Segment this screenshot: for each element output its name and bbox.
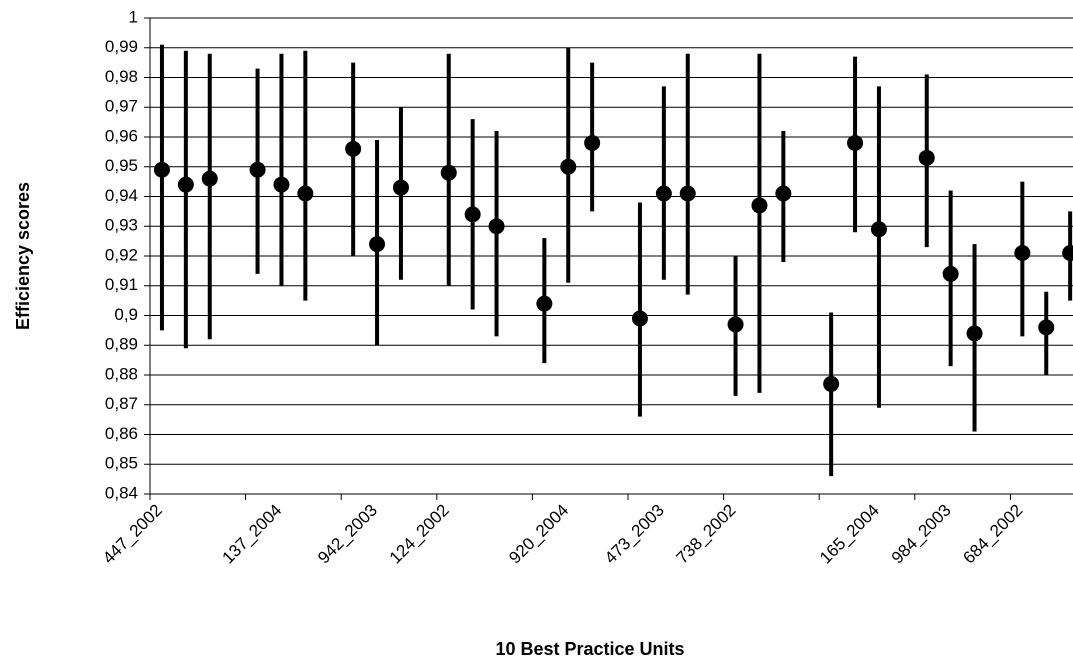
point <box>273 176 290 193</box>
y-tick-label: 0,97 <box>105 97 138 116</box>
point <box>440 164 457 181</box>
y-tick-label: 0,89 <box>105 335 138 354</box>
point <box>966 325 983 342</box>
point <box>488 218 505 235</box>
y-tick-label: 0,95 <box>105 156 138 175</box>
point <box>249 161 266 178</box>
point <box>727 316 744 333</box>
point <box>369 236 386 253</box>
point <box>751 197 768 214</box>
point <box>153 161 170 178</box>
point <box>942 265 959 282</box>
x-tick-label: 942_2003 <box>314 501 381 568</box>
y-tick-label: 1 <box>129 7 138 26</box>
y-tick-label: 0,92 <box>105 245 138 264</box>
x-tick-label: 124_2002 <box>386 501 453 568</box>
point <box>536 295 553 312</box>
x-tick-label: 137_2004 <box>219 501 286 568</box>
point <box>823 375 840 392</box>
y-tick-label: 0,91 <box>105 275 138 294</box>
point <box>870 221 887 238</box>
point <box>679 185 696 202</box>
y-axis-title: Efficiency scores <box>13 182 33 330</box>
point <box>1014 245 1031 262</box>
point <box>918 149 935 166</box>
x-tick-label: 684_2002 <box>959 501 1026 568</box>
point <box>345 140 362 157</box>
x-tick-label: 738_2002 <box>673 501 740 568</box>
point <box>297 185 314 202</box>
point <box>464 206 481 223</box>
point <box>655 185 672 202</box>
x-tick-label: 920_2004 <box>505 501 572 568</box>
x-tick-label: 473_2003 <box>601 501 668 568</box>
x-tick-label: 447_2002 <box>99 501 166 568</box>
point <box>1062 245 1073 262</box>
y-tick-label: 0,9 <box>114 305 138 324</box>
point <box>775 185 792 202</box>
point <box>560 158 577 175</box>
point <box>392 179 409 196</box>
y-tick-label: 0,99 <box>105 37 138 56</box>
x-tick-label: 165_2004 <box>816 501 883 568</box>
y-tick-label: 0,86 <box>105 424 138 443</box>
y-tick-label: 0,85 <box>105 454 138 473</box>
x-axis-title: 10 Best Practice Units <box>495 639 684 659</box>
point <box>177 176 194 193</box>
y-tick-label: 0,94 <box>105 186 138 205</box>
y-tick-label: 0,96 <box>105 126 138 145</box>
point <box>1038 319 1055 336</box>
y-tick-label: 0,93 <box>105 216 138 235</box>
point <box>847 134 864 151</box>
point <box>584 134 601 151</box>
point <box>631 310 648 327</box>
y-tick-label: 0,88 <box>105 364 138 383</box>
point <box>201 170 218 187</box>
y-tick-label: 0,87 <box>105 394 138 413</box>
y-tick-label: 0,84 <box>105 483 138 502</box>
x-tick-label: 984_2003 <box>888 501 955 568</box>
y-tick-label: 0,98 <box>105 67 138 86</box>
